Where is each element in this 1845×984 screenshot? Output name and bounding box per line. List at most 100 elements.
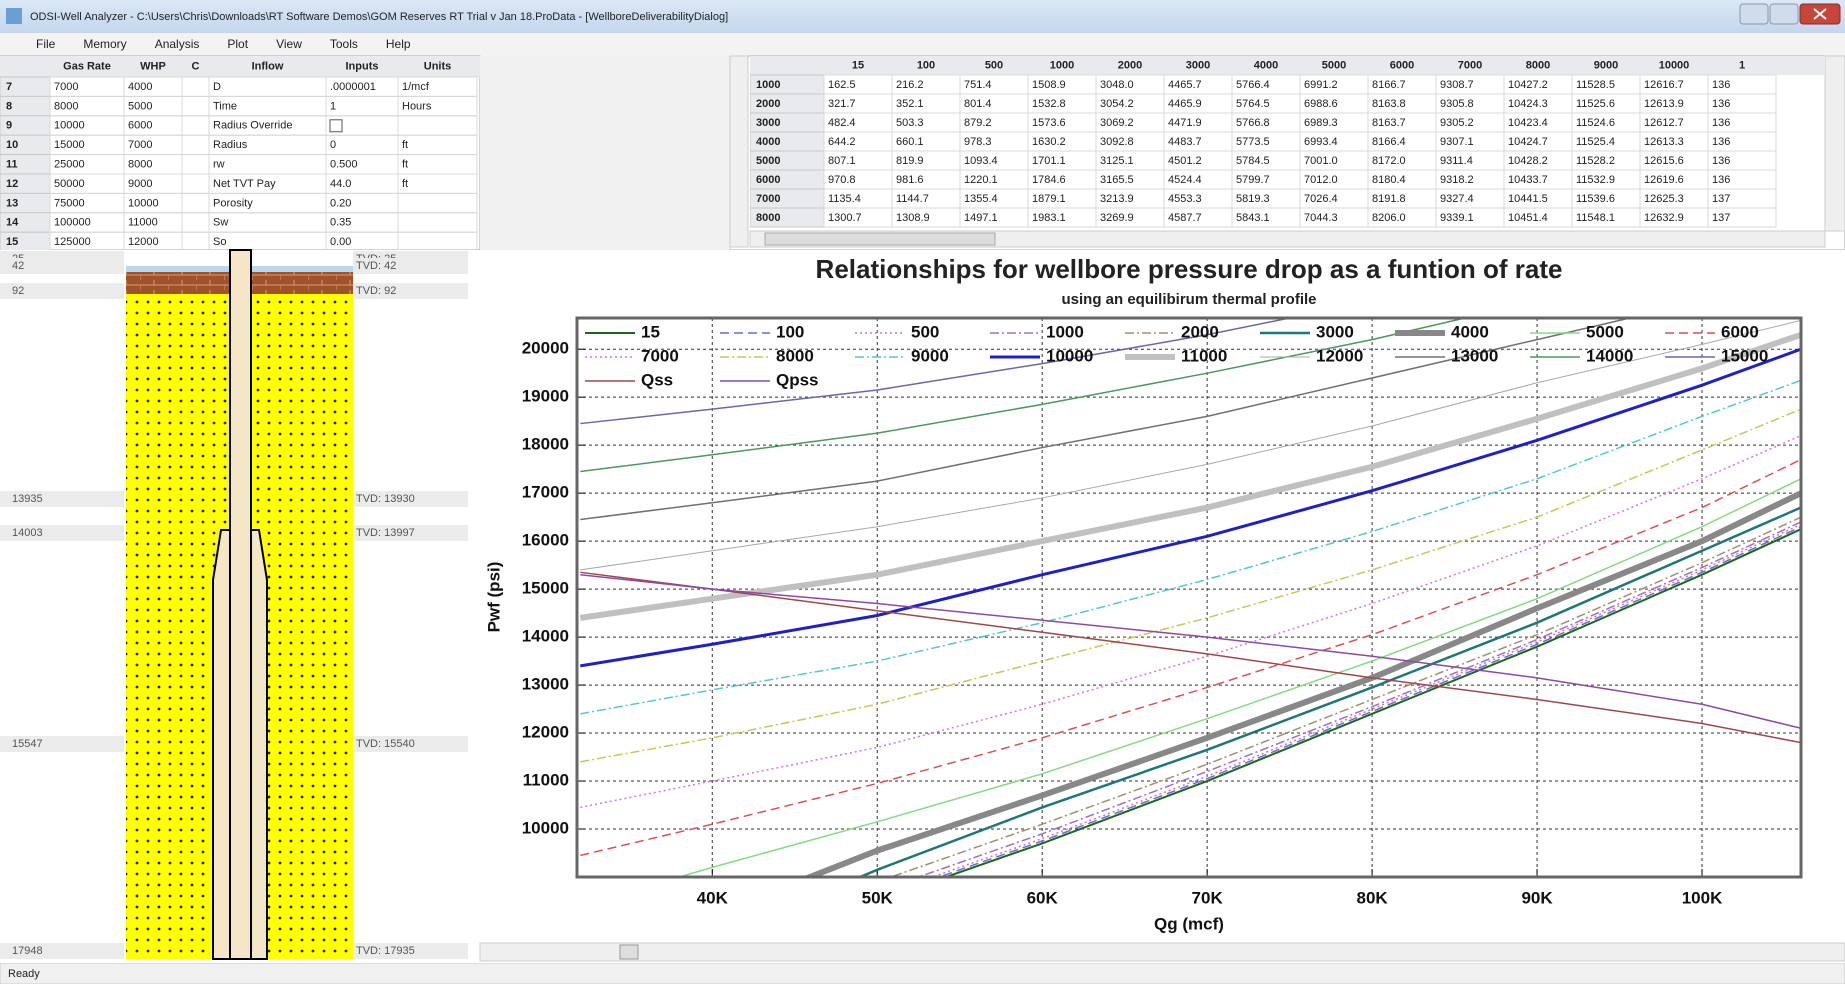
checkbox[interactable] (330, 120, 342, 132)
menu-item[interactable]: Tools (330, 37, 358, 51)
md-label: 15547 (12, 738, 43, 750)
cell-text: 4465.7 (1168, 79, 1202, 91)
cell-text: 0 (330, 139, 336, 151)
cell-text: 7012.0 (1304, 174, 1338, 186)
cell-text: 1220.1 (964, 174, 998, 186)
cell-text: Porosity (213, 197, 253, 209)
column-header: WHP (140, 60, 166, 72)
legend-label: 15 (641, 322, 660, 341)
column-header: C (192, 60, 200, 72)
cell-text: Hours (402, 100, 432, 112)
column-header: 500 (985, 59, 1003, 71)
cell-text: 3092.8 (1100, 136, 1134, 148)
x-tick-label: 60K (1027, 888, 1059, 907)
menu-item[interactable]: View (276, 37, 302, 51)
cell-text: 5764.5 (1236, 98, 1270, 110)
column-header: 3000 (1186, 59, 1210, 71)
h-scrollbar[interactable] (480, 943, 1845, 961)
scroll-thumb[interactable] (620, 945, 638, 959)
tvd-label: TVD: 15540 (356, 738, 415, 750)
cell-text: ft (402, 159, 408, 171)
window-title: ODSI-Well Analyzer - C:\Users\Chris\Down… (30, 11, 728, 23)
cell-text: 9311.4 (1440, 155, 1473, 167)
cell-text: 12619.6 (1644, 174, 1684, 186)
cell-text: 4465.9 (1168, 98, 1202, 110)
maximize-button[interactable] (1770, 4, 1798, 24)
cell-text: 11528.5 (1576, 79, 1615, 91)
plot-area (577, 318, 1801, 877)
cell-text: 7026.4 (1304, 193, 1338, 205)
row-number: 7 (6, 81, 12, 93)
cell-text: D (213, 81, 221, 93)
cell-text: 1144.7 (896, 193, 929, 205)
cell-text: 11532.9 (1576, 174, 1615, 186)
menu-item[interactable]: File (36, 37, 56, 51)
cell-text: 8000 (54, 100, 78, 112)
cell-text: 1300.7 (828, 212, 862, 224)
md-label: 42 (12, 260, 24, 272)
tvd-label: TVD: 92 (356, 285, 396, 297)
status-text: Ready (8, 968, 40, 980)
app-icon (6, 8, 22, 24)
cell-text: 1532.8 (1032, 98, 1066, 110)
md-label: 14003 (12, 527, 43, 539)
cell-text: 10424.7 (1508, 136, 1548, 148)
cell-text: 11000 (128, 217, 158, 229)
menu-item[interactable]: Help (386, 37, 411, 51)
legend-label: 2000 (1181, 322, 1219, 341)
cell-text: 1983.1 (1032, 212, 1066, 224)
cell-text: 8180.4 (1372, 174, 1406, 186)
x-tick-label: 90K (1521, 888, 1553, 907)
column-header: 4000 (1254, 59, 1278, 71)
cell-text: 9308.7 (1440, 79, 1474, 91)
menu-item[interactable]: Memory (83, 37, 126, 51)
cell-text: 9307.1 (1440, 136, 1474, 148)
legend-label: 12000 (1316, 346, 1363, 365)
cell-text: 978.3 (964, 136, 992, 148)
row-number: 13 (6, 197, 18, 209)
column-header: 8000 (1526, 59, 1550, 71)
v-scrollbar[interactable] (730, 56, 748, 247)
cell-text: 9339.1 (1440, 212, 1474, 224)
cell-text: .0000001 (330, 81, 376, 93)
page: ODSI-Well Analyzer - C:\Users\Chris\Down… (0, 0, 1845, 984)
column-header: 2000 (1118, 59, 1142, 71)
cell-text: 44.0 (330, 178, 351, 190)
cell-text: 137 (1712, 193, 1730, 205)
y-tick-label: 15000 (522, 579, 569, 598)
cell-text: 7000 (128, 139, 152, 151)
cell-text: 0.500 (330, 159, 358, 171)
cell-text: 4524.4 (1168, 174, 1202, 186)
cell-text: 1497.1 (964, 212, 998, 224)
table-scroll-thumb[interactable] (765, 233, 995, 245)
x-axis-label: Qg (mcf) (1154, 914, 1224, 933)
cell-text: 819.9 (896, 155, 924, 167)
cell-text: 4471.9 (1168, 117, 1202, 129)
cell-text: 12616.7 (1644, 79, 1684, 91)
cell-text: 8163.7 (1372, 117, 1406, 129)
table-v-scrollbar[interactable] (1825, 56, 1845, 231)
cell-text: 11528.2 (1576, 155, 1615, 167)
menu-item[interactable]: Analysis (155, 37, 200, 51)
cell-text: 801.4 (964, 98, 992, 110)
row-label: 6000 (756, 174, 780, 186)
cell-text: 10427.2 (1508, 79, 1548, 91)
cell-text: 644.2 (828, 136, 856, 148)
cell-text: 5766.8 (1236, 117, 1270, 129)
cell-text: 137 (1712, 212, 1730, 224)
legend-label: 14000 (1586, 346, 1633, 365)
cell-text: 3213.9 (1100, 193, 1134, 205)
y-tick-label: 16000 (522, 531, 569, 550)
y-tick-label: 19000 (522, 387, 569, 406)
cell-text: Time (213, 100, 237, 112)
minimize-button[interactable] (1740, 4, 1768, 24)
status-bar (0, 963, 1845, 984)
cell-text: 136 (1712, 117, 1730, 129)
md-label: 13935 (12, 493, 43, 505)
legend-label: 100 (776, 322, 804, 341)
legend-label: 6000 (1721, 322, 1759, 341)
cell-text: 0.35 (330, 217, 351, 229)
cell-text: 136 (1712, 155, 1730, 167)
cell-text: 75000 (54, 197, 85, 209)
menu-item[interactable]: Plot (227, 37, 248, 51)
